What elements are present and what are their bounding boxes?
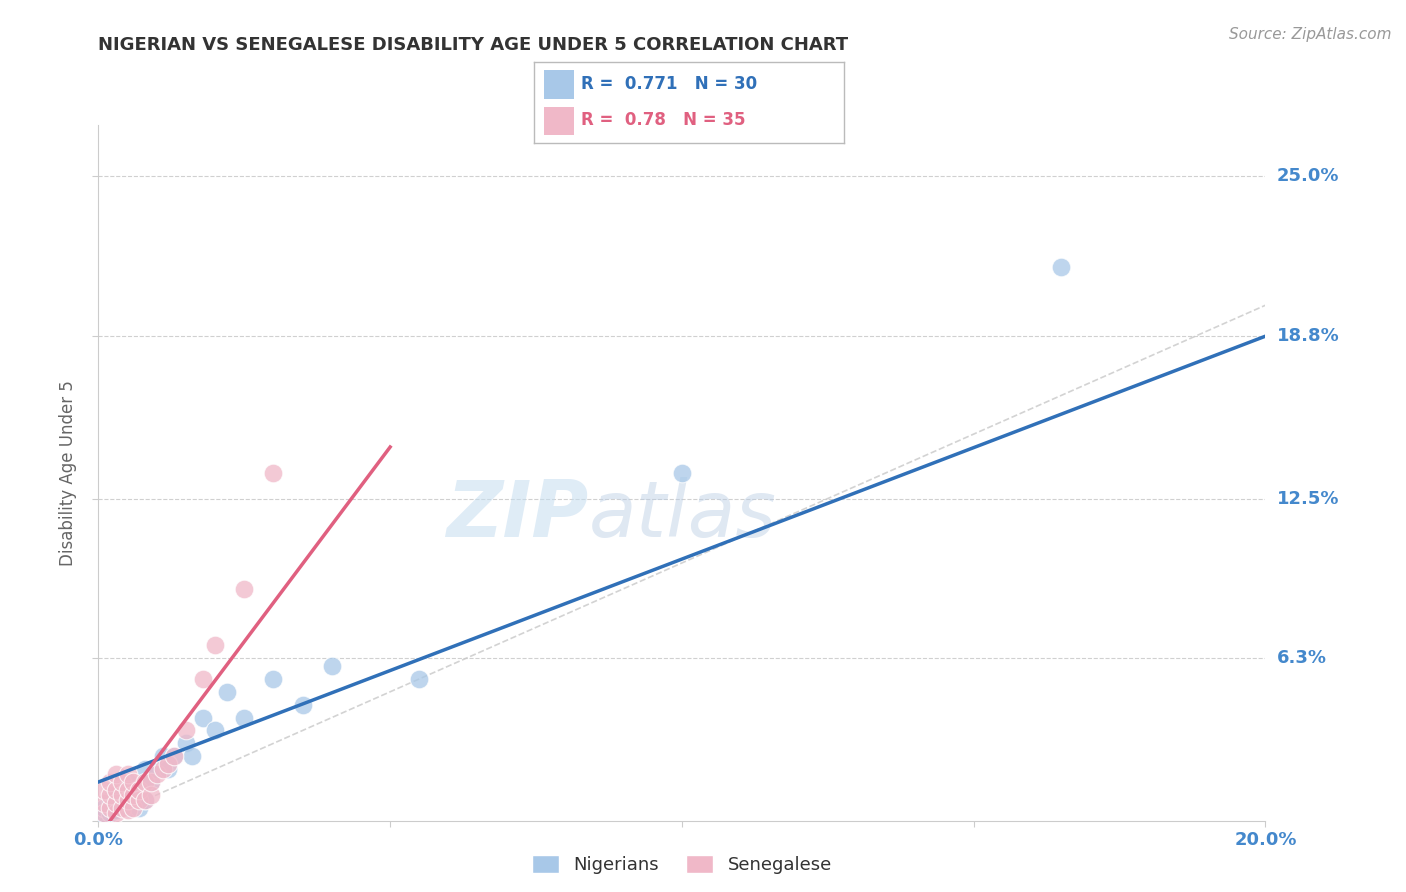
Text: 18.8%: 18.8% — [1277, 327, 1340, 345]
Point — [98, 788, 121, 802]
Point — [104, 767, 127, 781]
Point — [163, 749, 186, 764]
Point — [157, 762, 180, 776]
Point — [122, 788, 145, 802]
Point — [122, 775, 145, 789]
Text: Source: ZipAtlas.com: Source: ZipAtlas.com — [1229, 27, 1392, 42]
Point — [262, 672, 284, 686]
Point — [98, 801, 121, 815]
Point — [671, 466, 693, 480]
Point — [104, 782, 127, 797]
Point — [157, 756, 180, 771]
Y-axis label: Disability Age Under 5: Disability Age Under 5 — [59, 380, 77, 566]
Point — [139, 775, 162, 789]
Point — [104, 805, 127, 820]
Text: 25.0%: 25.0% — [1277, 168, 1339, 186]
Bar — [544, 107, 575, 135]
Text: R =  0.78   N = 35: R = 0.78 N = 35 — [581, 112, 745, 129]
Point — [93, 808, 115, 822]
Point — [321, 659, 343, 673]
Point — [139, 788, 162, 802]
Point — [180, 749, 202, 764]
Point — [134, 793, 156, 807]
Point — [215, 685, 238, 699]
Point — [128, 793, 150, 807]
Point — [152, 749, 174, 764]
Text: atlas: atlas — [589, 476, 776, 552]
Point — [233, 710, 256, 724]
Point — [93, 796, 115, 810]
Point — [408, 672, 430, 686]
Text: 12.5%: 12.5% — [1277, 490, 1339, 508]
Text: ZIP: ZIP — [446, 476, 589, 552]
Point — [134, 762, 156, 776]
Point — [122, 788, 145, 802]
Point — [146, 767, 169, 781]
Point — [128, 801, 150, 815]
Legend: Nigerians, Senegalese: Nigerians, Senegalese — [524, 847, 839, 881]
Point — [262, 466, 284, 480]
Point — [93, 782, 115, 797]
Point — [233, 582, 256, 596]
Point — [117, 803, 139, 817]
Point — [98, 805, 121, 820]
Point — [134, 775, 156, 789]
Text: 6.3%: 6.3% — [1277, 649, 1326, 667]
Point — [98, 793, 121, 807]
Text: NIGERIAN VS SENEGALESE DISABILITY AGE UNDER 5 CORRELATION CHART: NIGERIAN VS SENEGALESE DISABILITY AGE UN… — [98, 36, 849, 54]
Point — [111, 775, 134, 789]
Point — [134, 793, 156, 807]
Bar — [544, 70, 575, 99]
Point — [193, 710, 215, 724]
Text: R =  0.771   N = 30: R = 0.771 N = 30 — [581, 75, 756, 93]
Point — [146, 762, 169, 776]
Point — [128, 782, 150, 797]
Point — [163, 749, 186, 764]
Point — [104, 803, 127, 817]
Point — [291, 698, 314, 712]
Point — [1050, 260, 1073, 274]
Point — [104, 796, 127, 810]
Point — [204, 723, 226, 738]
Point — [98, 775, 121, 789]
Point — [139, 775, 162, 789]
Point — [117, 767, 139, 781]
Point — [204, 639, 226, 653]
Point — [117, 775, 139, 789]
Point — [111, 801, 134, 815]
Point — [174, 723, 197, 738]
Point — [117, 793, 139, 807]
Point — [111, 801, 134, 815]
Point — [111, 788, 134, 802]
Point — [193, 672, 215, 686]
Point — [93, 805, 115, 820]
Point — [152, 762, 174, 776]
Point — [117, 782, 139, 797]
Point — [117, 801, 139, 815]
Point — [104, 788, 127, 802]
Point — [122, 801, 145, 815]
Point — [93, 801, 115, 815]
Point — [174, 736, 197, 750]
